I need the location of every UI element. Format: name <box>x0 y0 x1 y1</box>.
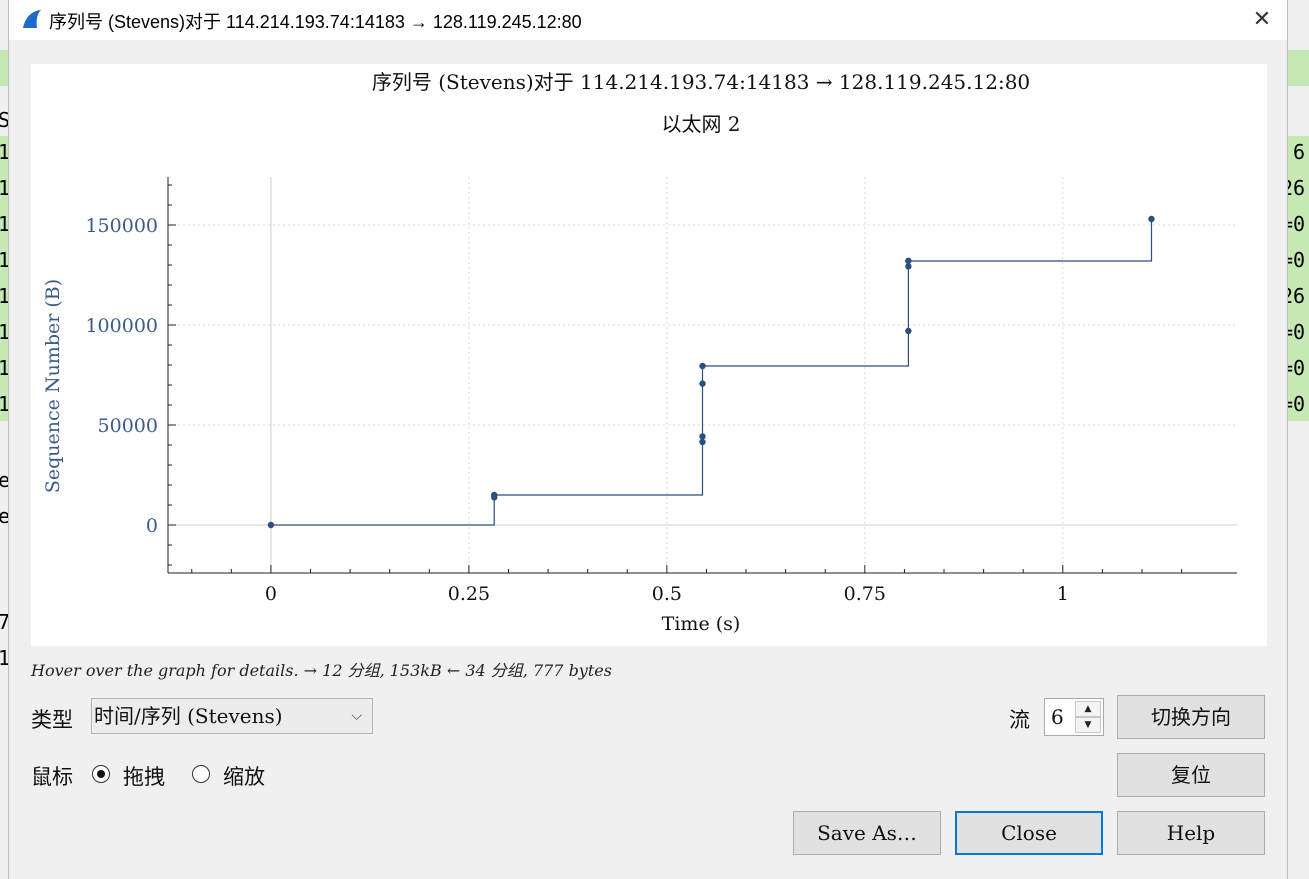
spin-up-icon[interactable]: ▲ <box>1075 701 1101 717</box>
mouse-label: 鼠标 <box>31 765 73 789</box>
background-fragment: 1 <box>0 320 11 344</box>
background-fragment: e <box>0 468 11 492</box>
background-fragment: 1 <box>0 646 11 670</box>
x-tick-label: 0 <box>265 583 277 605</box>
x-tick-label: 0.25 <box>448 583 490 605</box>
background-fragment: 1 <box>0 176 11 200</box>
background-fragment: 6 <box>1293 140 1306 164</box>
points-layer <box>267 215 1155 529</box>
type-combobox[interactable]: 时间/序列 (Stevens) ⌵ <box>91 698 373 734</box>
zoom-radio-label[interactable]: 缩放 <box>223 765 265 789</box>
data-point <box>905 327 912 335</box>
close-button[interactable]: Close <box>955 811 1103 855</box>
save-as-button[interactable]: Save As… <box>793 811 941 855</box>
background-fragment: 1 <box>0 392 11 416</box>
background-fragment: 1 <box>0 356 11 380</box>
data-point <box>1148 215 1155 223</box>
axis-layer: 0 0.25 0.5 0.75 1 0 50000 100000 150000 <box>85 177 1237 605</box>
y-tick-label: 150000 <box>85 215 158 237</box>
help-button[interactable]: Help <box>1117 811 1265 855</box>
wireshark-fin-icon <box>23 10 41 28</box>
spin-down-icon[interactable]: ▼ <box>1075 717 1101 733</box>
data-point <box>905 257 912 264</box>
hover-status-text: Hover over the graph for details. → 12 分… <box>31 661 612 680</box>
x-tick-label: 0.5 <box>652 583 682 605</box>
background-window-right <box>1287 0 1309 879</box>
title-bar: 序列号 (Stevens)对于 114.214.193.74:14183 → 1… <box>9 0 1287 40</box>
data-point <box>699 433 706 440</box>
data-point <box>699 362 706 370</box>
y-tick-label: 50000 <box>98 415 158 437</box>
chart-subtitle: 以太网 2 <box>661 112 740 136</box>
background-fragment: 1 <box>0 212 11 236</box>
close-icon[interactable]: ✕ <box>1252 7 1272 32</box>
chart-title: 序列号 (Stevens)对于 114.214.193.74:14183 → 1… <box>372 70 1030 94</box>
type-label: 类型 <box>31 708 73 732</box>
background-fragment: 1 <box>0 248 11 272</box>
data-point <box>267 521 275 529</box>
y-tick-label: 100000 <box>85 315 158 337</box>
graph-dialog: 序列号 (Stevens)对于 114.214.193.74:14183 → 1… <box>8 0 1288 879</box>
stream-spinbox-value: 6 <box>1051 705 1064 729</box>
chevron-down-icon: ⌵ <box>351 708 362 724</box>
drag-radio-label[interactable]: 拖拽 <box>123 765 165 789</box>
background-row-highlight <box>1287 50 1309 86</box>
x-tick-label: 1 <box>1057 583 1069 605</box>
data-point <box>699 438 706 446</box>
reset-button[interactable]: 复位 <box>1117 753 1265 797</box>
stream-label: 流 <box>1009 708 1030 732</box>
y-axis-label: Sequence Number (B) <box>42 279 64 493</box>
type-combobox-value: 时间/序列 (Stevens) <box>94 704 283 728</box>
background-fragment: e <box>0 504 11 528</box>
stream-spinbox[interactable]: 6 ▲ ▼ <box>1044 698 1104 736</box>
background-fragment: S <box>0 108 11 132</box>
background-fragment: 7 <box>0 610 11 634</box>
window-title: 序列号 (Stevens)对于 114.214.193.74:14183 → 1… <box>49 12 582 32</box>
sequence-chart[interactable]: 0 0.25 0.5 0.75 1 0 50000 100000 150000 序列号 (Ste… <box>31 64 1267 646</box>
series-step-line <box>270 219 1153 526</box>
data-point <box>699 380 706 387</box>
graph-plot-area[interactable]: 0 0.25 0.5 0.75 1 0 50000 100000 150000 序列号 (Ste… <box>31 64 1267 646</box>
x-tick-label: 0.75 <box>844 583 886 605</box>
drag-radio[interactable] <box>92 765 110 783</box>
background-fragment: 1 <box>0 284 11 308</box>
background-fragment: 1 <box>0 140 11 164</box>
data-point <box>905 263 912 270</box>
x-axis-label: Time (s) <box>662 613 741 635</box>
zoom-radio[interactable] <box>192 765 210 783</box>
data-point <box>491 491 498 499</box>
y-tick-label: 0 <box>146 515 158 537</box>
switch-direction-button[interactable]: 切换方向 <box>1117 695 1265 739</box>
background-row-highlight <box>1287 136 1309 421</box>
